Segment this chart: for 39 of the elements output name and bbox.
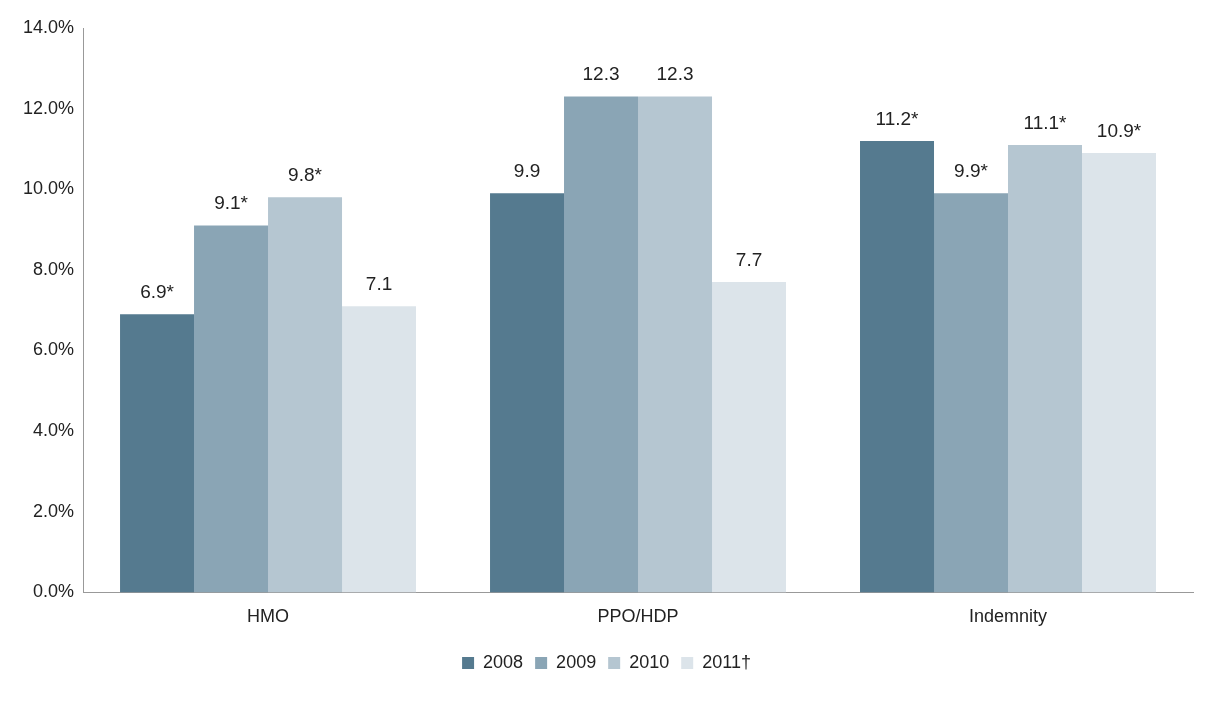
bar xyxy=(490,193,565,593)
x-tick-label: PPO/HDP xyxy=(597,606,679,627)
y-tick-label: 10.0% xyxy=(22,178,75,199)
y-tick-label: 0.0% xyxy=(33,581,75,602)
bar xyxy=(712,281,787,593)
x-tick-label: Indemnity xyxy=(968,606,1048,627)
bar xyxy=(564,96,639,593)
bar xyxy=(120,314,195,593)
data-label: 9.9 xyxy=(513,160,541,182)
y-tick-label: 4.0% xyxy=(33,420,75,441)
data-label: 7.7 xyxy=(735,248,763,270)
data-label: 10.9* xyxy=(1096,119,1142,141)
x-tick-label: HMO xyxy=(247,606,290,627)
y-tick-label: 12.0% xyxy=(22,97,75,118)
bar xyxy=(194,225,269,593)
y-tick-label: 2.0% xyxy=(33,500,75,521)
data-label: 7.1 xyxy=(365,272,393,294)
bar xyxy=(934,193,1009,593)
legend-label: 2010 xyxy=(629,651,670,672)
data-label: 9.1* xyxy=(214,192,249,214)
bar xyxy=(638,96,713,593)
bar xyxy=(1082,152,1156,593)
bar xyxy=(860,140,935,593)
legend-label: 2011† xyxy=(702,651,751,672)
data-label: 12.3 xyxy=(582,63,620,85)
bar xyxy=(268,197,343,593)
y-tick-label: 6.0% xyxy=(33,339,75,360)
y-tick-label: 14.0% xyxy=(22,16,75,37)
data-label: 12.3 xyxy=(656,63,694,85)
legend-label: 2008 xyxy=(483,651,524,672)
data-label: 11.1* xyxy=(1023,111,1068,133)
y-tick-label: 8.0% xyxy=(33,258,75,279)
data-label: 9.8* xyxy=(288,164,323,186)
data-label: 11.2* xyxy=(875,107,920,129)
data-label: 9.9* xyxy=(954,160,989,182)
bar xyxy=(342,306,417,593)
legend-label: 2009 xyxy=(556,651,597,672)
bar xyxy=(1008,144,1082,593)
data-label: 6.9* xyxy=(140,280,175,302)
